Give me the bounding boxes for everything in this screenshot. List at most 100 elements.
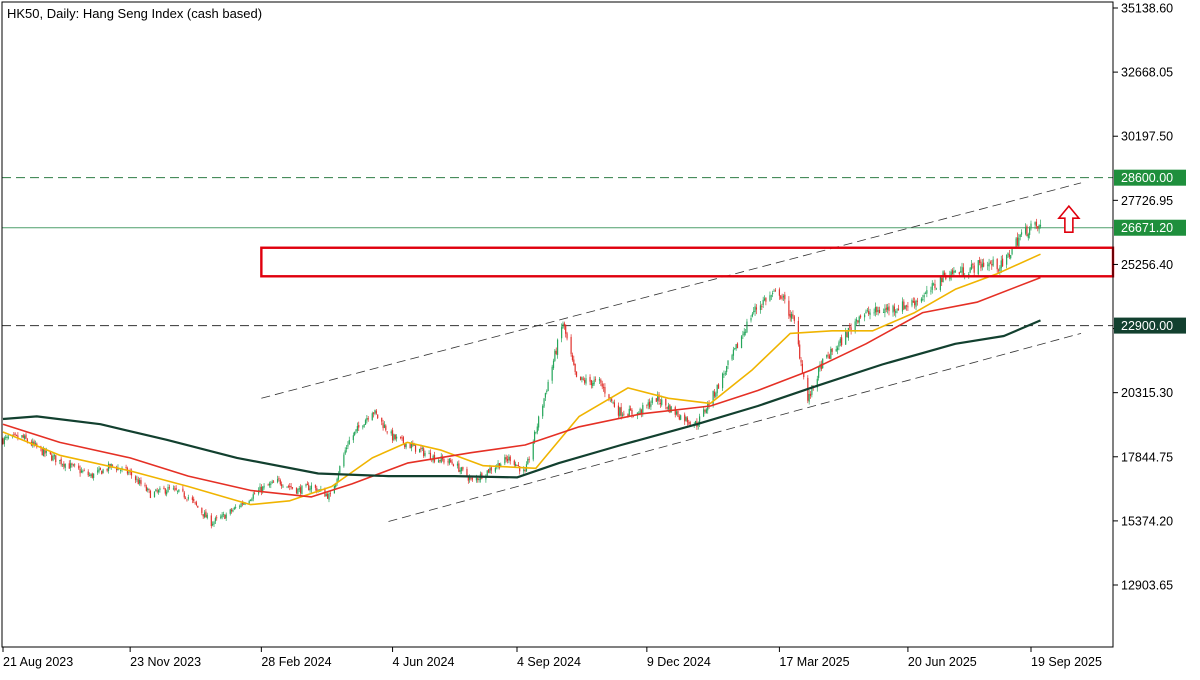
candle-body <box>55 455 57 463</box>
candle-body <box>717 384 720 389</box>
candle-body <box>456 463 459 466</box>
price-badge-label: 22900.00 <box>1121 319 1173 333</box>
candle-body <box>59 459 61 462</box>
candle-body <box>608 394 610 400</box>
candle-body <box>527 458 529 465</box>
candle-body <box>677 410 679 417</box>
candle-body <box>542 405 544 417</box>
candle-body <box>981 263 983 267</box>
candle-body <box>640 409 643 414</box>
candle-body <box>573 359 575 365</box>
candle-body <box>969 268 971 273</box>
candle-body <box>440 456 442 463</box>
candle-body <box>504 457 506 464</box>
candle-body <box>694 420 697 424</box>
candle-body <box>655 398 657 402</box>
candle-body <box>299 487 302 494</box>
candle-body <box>225 514 227 519</box>
candle-body <box>1001 258 1004 267</box>
candle-body <box>213 521 215 525</box>
candle-body <box>244 503 246 505</box>
candle-body <box>782 296 785 298</box>
candle-body <box>460 467 463 472</box>
candle-body <box>740 336 743 349</box>
candle-body <box>402 437 404 444</box>
candle-body <box>713 391 716 397</box>
candle-body <box>859 315 862 318</box>
candle-body <box>437 460 440 463</box>
candle-body <box>301 485 303 495</box>
candle-body <box>354 431 356 436</box>
candle-body <box>697 424 699 426</box>
candle-body <box>561 327 563 339</box>
candle-body <box>270 483 272 485</box>
candle-body <box>424 452 426 456</box>
candle-body <box>336 478 338 484</box>
candle-body <box>281 484 283 487</box>
candle-body <box>611 398 613 402</box>
candle-body <box>699 416 701 425</box>
candle-body <box>366 418 368 421</box>
candle-body <box>6 436 8 438</box>
candle-body <box>983 262 985 267</box>
candle-body <box>847 327 849 339</box>
candle-body <box>367 418 369 420</box>
candle-body <box>770 295 772 297</box>
candle-body <box>552 360 555 369</box>
candle-body <box>385 425 387 431</box>
candle-body <box>835 349 837 352</box>
candle-body <box>44 448 46 454</box>
candle-body <box>973 265 975 273</box>
candle-body <box>801 363 804 374</box>
candle-body <box>669 404 671 413</box>
candle-body <box>704 409 706 412</box>
candle-body <box>538 416 540 428</box>
candle-body <box>1026 226 1028 236</box>
candle-body <box>364 420 367 425</box>
candle-body <box>252 494 254 499</box>
candle-body <box>705 409 707 413</box>
up-arrow-icon <box>1057 204 1081 233</box>
candle-body <box>849 326 851 328</box>
candle-body <box>1034 222 1036 225</box>
candle-body <box>129 471 131 473</box>
candle-body <box>305 484 307 486</box>
candle-body <box>182 488 184 492</box>
candle-body <box>253 493 256 495</box>
candle-body <box>574 363 576 372</box>
candle-body <box>589 376 591 382</box>
candle-body <box>958 272 960 275</box>
candle-body <box>72 464 74 466</box>
candle-body <box>191 497 193 500</box>
candle-body <box>601 383 603 387</box>
candle-body <box>466 468 468 477</box>
candle-body <box>724 372 726 374</box>
candle-body <box>676 411 678 415</box>
candle-body <box>1037 226 1039 229</box>
candle-body <box>638 413 640 414</box>
candle-body <box>271 481 273 484</box>
price-badge-label: 26671.20 <box>1121 221 1173 235</box>
candle-body <box>404 443 406 448</box>
candle-body <box>309 488 311 491</box>
y-tick-label: 30197.50 <box>1121 130 1173 144</box>
candle-body <box>439 459 441 462</box>
ma-fast-line <box>2 253 1041 506</box>
candle-body <box>99 467 101 470</box>
x-tick-label: 20 Jun 2025 <box>908 655 977 669</box>
candle-body <box>772 293 774 295</box>
candle-body <box>781 297 783 299</box>
candle-body <box>907 306 909 308</box>
candle-body <box>735 344 737 349</box>
candle-body <box>755 307 758 310</box>
candle-body <box>623 413 625 415</box>
candle-body <box>267 484 269 486</box>
candle-body <box>544 393 547 398</box>
candle-body <box>790 313 793 319</box>
candle-body <box>163 487 165 490</box>
candle-body <box>931 283 933 290</box>
candle-body <box>868 310 870 314</box>
candle-body <box>647 402 649 406</box>
candle-body <box>140 480 142 485</box>
